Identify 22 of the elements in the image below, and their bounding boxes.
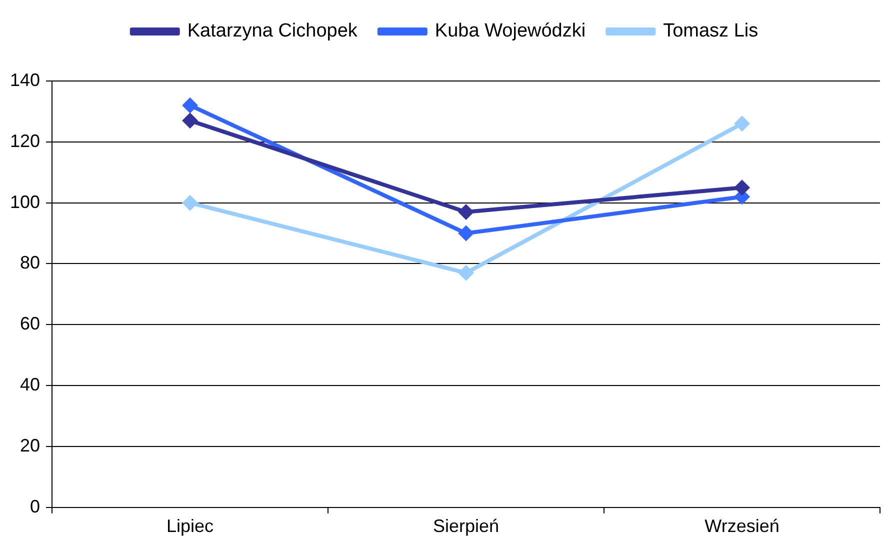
x-tick-label: Wrzesień (704, 516, 780, 536)
y-tick-label: 60 (20, 314, 40, 334)
y-tick-label: 20 (20, 435, 40, 456)
y-tick-label: 120 (10, 130, 40, 151)
y-tick-label: 0 (30, 496, 40, 516)
legend-label: Kuba Wojewódzki (434, 20, 586, 42)
point (182, 97, 198, 114)
point (734, 116, 750, 132)
y-tick-label: 40 (20, 374, 40, 395)
point (182, 194, 198, 211)
point (182, 112, 198, 129)
y-tick-label: 100 (10, 192, 40, 212)
y-tick-label: 80 (20, 252, 40, 273)
legend-label: Katarzyna Cichopek (187, 20, 358, 42)
legend-label: Tomasz Lis (663, 20, 758, 42)
point (458, 204, 474, 220)
point (458, 225, 474, 242)
x-tick-label: Lipiec (166, 516, 214, 536)
y-tick-label: 140 (10, 70, 40, 90)
x-tick-label: Sierpień (432, 516, 500, 536)
point (734, 180, 750, 196)
point (458, 264, 474, 281)
